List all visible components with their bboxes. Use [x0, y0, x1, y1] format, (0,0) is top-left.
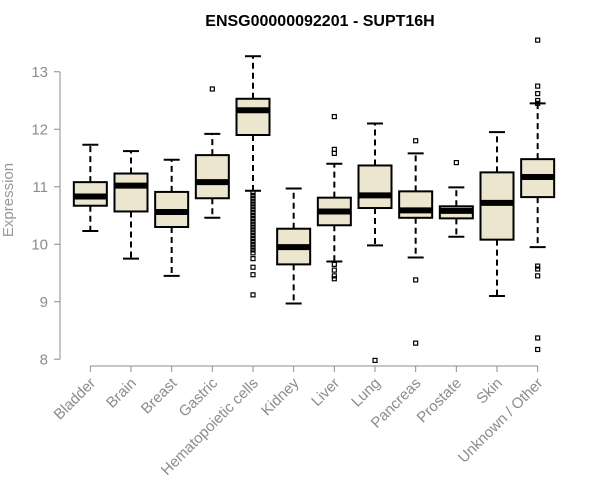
outlier-point	[250, 227, 256, 233]
outlier-point	[331, 267, 337, 273]
box-iqr	[194, 154, 230, 200]
outlier-point	[535, 335, 541, 341]
outlier-point	[372, 357, 378, 363]
outlier-point	[413, 138, 419, 144]
outlier-point	[250, 207, 256, 213]
box-group	[276, 187, 312, 305]
outlier-point	[535, 97, 541, 104]
outlier-point	[250, 250, 256, 256]
outlier-point	[250, 204, 256, 210]
outlier-point	[250, 241, 256, 247]
outlier-point	[250, 244, 256, 250]
outlier-point	[250, 215, 256, 221]
box-iqr	[479, 171, 515, 241]
outlier-point	[331, 146, 337, 152]
y-tick-label: 10	[31, 236, 48, 253]
outlier-point	[250, 192, 256, 198]
outlier-point	[535, 37, 541, 43]
outlier-point	[250, 210, 256, 216]
x-tick-label: Breast	[138, 374, 181, 417]
outlier-point	[250, 235, 256, 242]
y-tick-label: 11	[32, 179, 48, 196]
outlier-point	[331, 261, 337, 267]
outlier-point	[250, 230, 256, 236]
box-group	[113, 150, 149, 260]
box-group	[438, 160, 474, 238]
plot-area	[72, 37, 556, 363]
y-axis: 8 9 10 11 12 13	[31, 64, 61, 368]
outlier-point	[413, 277, 419, 283]
outlier-point	[250, 212, 256, 219]
y-tick-label: 13	[31, 64, 48, 81]
box-group	[479, 131, 515, 297]
y-tick-label: 8	[40, 351, 48, 368]
x-tick-label: Bladder	[51, 375, 100, 424]
outlier-point	[535, 346, 541, 353]
outlier-point	[250, 256, 256, 262]
outlier-point	[250, 233, 256, 239]
outlier-point	[250, 195, 256, 201]
box-iqr	[357, 164, 393, 210]
box-group	[316, 113, 352, 282]
outlier-point	[250, 201, 256, 207]
y-tick-label: 12	[31, 121, 48, 138]
outlier-point	[250, 272, 256, 278]
outlier-point	[331, 150, 337, 156]
outlier-point	[250, 189, 256, 196]
outlier-point	[535, 273, 541, 279]
box-iqr	[398, 190, 434, 219]
outlier-point	[250, 238, 256, 244]
box-iqr	[235, 97, 271, 136]
outlier-point	[453, 160, 459, 166]
box-group	[194, 86, 230, 219]
outlier-point	[250, 218, 256, 224]
box-group	[398, 138, 434, 346]
outlier-point	[250, 198, 256, 204]
y-axis-label: Expression	[0, 163, 17, 237]
x-tick-label: Lung	[348, 375, 384, 411]
outlier-point	[535, 266, 541, 272]
outlier-point	[209, 86, 215, 92]
outlier-point	[250, 247, 256, 253]
x-tick-label: Skin	[473, 375, 506, 408]
y-tick-label: 9	[40, 294, 48, 311]
outlier-point	[331, 276, 337, 282]
box-group	[235, 55, 271, 298]
outlier-point	[535, 263, 541, 269]
outlier-point	[250, 292, 256, 298]
outlier-point	[250, 221, 256, 227]
outlier-point	[331, 113, 337, 120]
outlier-point	[535, 100, 541, 106]
box-group	[154, 158, 190, 277]
outlier-point	[331, 273, 337, 279]
x-tick-label: Kidney	[258, 374, 303, 419]
outlier-point	[413, 340, 419, 346]
box-iqr	[113, 172, 149, 213]
x-tick-label: Brain	[103, 375, 140, 412]
outlier-point	[535, 90, 541, 97]
outlier-point	[535, 83, 541, 89]
x-tick-label: Prostate	[414, 375, 466, 427]
box-group	[520, 37, 556, 353]
x-tick-label: Liver	[308, 375, 343, 410]
outlier-point	[250, 224, 256, 230]
box-group	[72, 143, 108, 233]
outlier-point	[250, 264, 256, 270]
box-group	[357, 122, 393, 363]
chart-title: ENSG00000092201 - SUPT16H	[205, 13, 434, 30]
